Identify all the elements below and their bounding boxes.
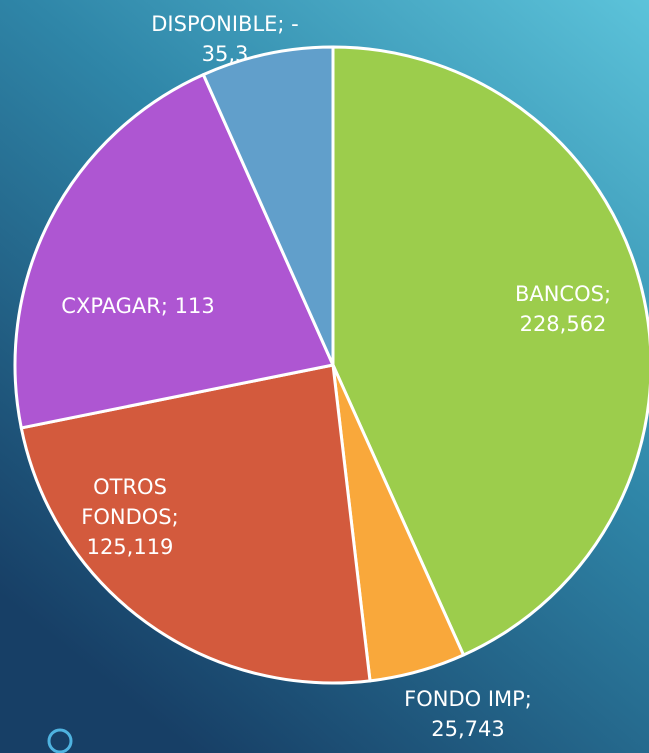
pie-slice [19, 363, 372, 685]
decoration-ring [47, 728, 73, 753]
pie-slice [331, 45, 649, 657]
data-label: 228,562 [520, 312, 607, 336]
data-label: 35,3 [202, 42, 249, 66]
data-label: DISPONIBLE; - [151, 12, 299, 36]
data-label: OTROS [93, 475, 167, 499]
data-label: 25,743 [431, 717, 504, 741]
data-label: CXPAGAR; 113 [61, 294, 214, 318]
data-label: 125,119 [87, 535, 174, 559]
pie-slice [201, 45, 335, 367]
pie [13, 45, 649, 685]
data-label: BANCOS; [515, 282, 611, 306]
data-label: FONDOS; [81, 505, 178, 529]
data-label: FONDO IMP; [404, 687, 532, 711]
pie-slice [13, 73, 335, 430]
data-labels: BANCOS; 228,562 FONDO IMP; 25,743 OTROS FONDO… [61, 12, 611, 741]
